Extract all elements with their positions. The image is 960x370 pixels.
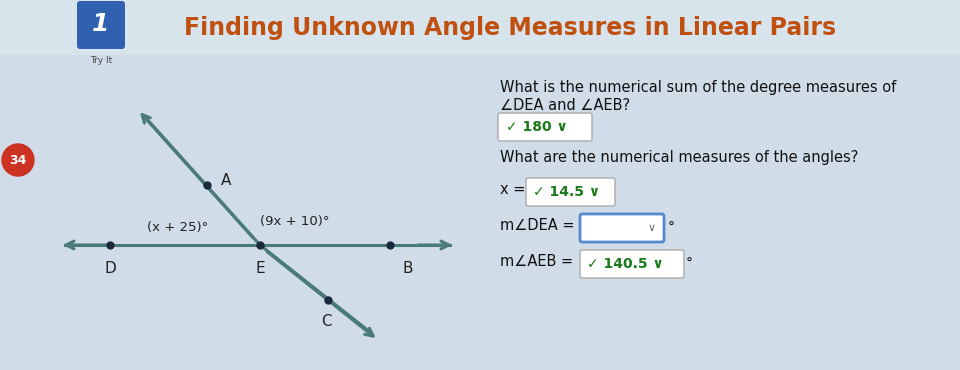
Text: (x + 25)°: (x + 25)° xyxy=(148,222,208,235)
Text: ∨: ∨ xyxy=(648,223,656,233)
Bar xyxy=(0,0,960,55)
FancyBboxPatch shape xyxy=(580,250,684,278)
Text: m∠AEB =: m∠AEB = xyxy=(500,254,573,269)
FancyBboxPatch shape xyxy=(498,113,592,141)
Text: E: E xyxy=(255,261,265,276)
Text: °: ° xyxy=(668,221,675,235)
Text: 34: 34 xyxy=(10,154,27,166)
Text: ∠DEA and ∠AEB?: ∠DEA and ∠AEB? xyxy=(500,98,630,113)
Bar xyxy=(0,55,960,370)
Text: x =: x = xyxy=(500,182,525,197)
Text: m∠DEA =: m∠DEA = xyxy=(500,218,574,233)
FancyBboxPatch shape xyxy=(580,214,664,242)
Text: B: B xyxy=(402,261,413,276)
Text: Finding Unknown Angle Measures in Linear Pairs: Finding Unknown Angle Measures in Linear… xyxy=(184,17,836,40)
Text: What are the numerical measures of the angles?: What are the numerical measures of the a… xyxy=(500,150,858,165)
FancyBboxPatch shape xyxy=(77,1,125,49)
Text: ✓ 180 ∨: ✓ 180 ∨ xyxy=(506,120,567,134)
Text: What is the numerical sum of the degree measures of: What is the numerical sum of the degree … xyxy=(500,80,897,95)
Text: Try It: Try It xyxy=(90,56,112,65)
Circle shape xyxy=(2,144,34,176)
FancyBboxPatch shape xyxy=(526,178,615,206)
Text: D: D xyxy=(104,261,116,276)
Text: ✓ 140.5 ∨: ✓ 140.5 ∨ xyxy=(587,257,663,271)
Text: °: ° xyxy=(686,257,693,271)
Text: (9x + 10)°: (9x + 10)° xyxy=(260,215,329,229)
Text: ✓ 14.5 ∨: ✓ 14.5 ∨ xyxy=(533,185,600,199)
Text: 1: 1 xyxy=(92,12,109,36)
Text: A: A xyxy=(221,173,231,188)
Text: C: C xyxy=(322,314,332,329)
